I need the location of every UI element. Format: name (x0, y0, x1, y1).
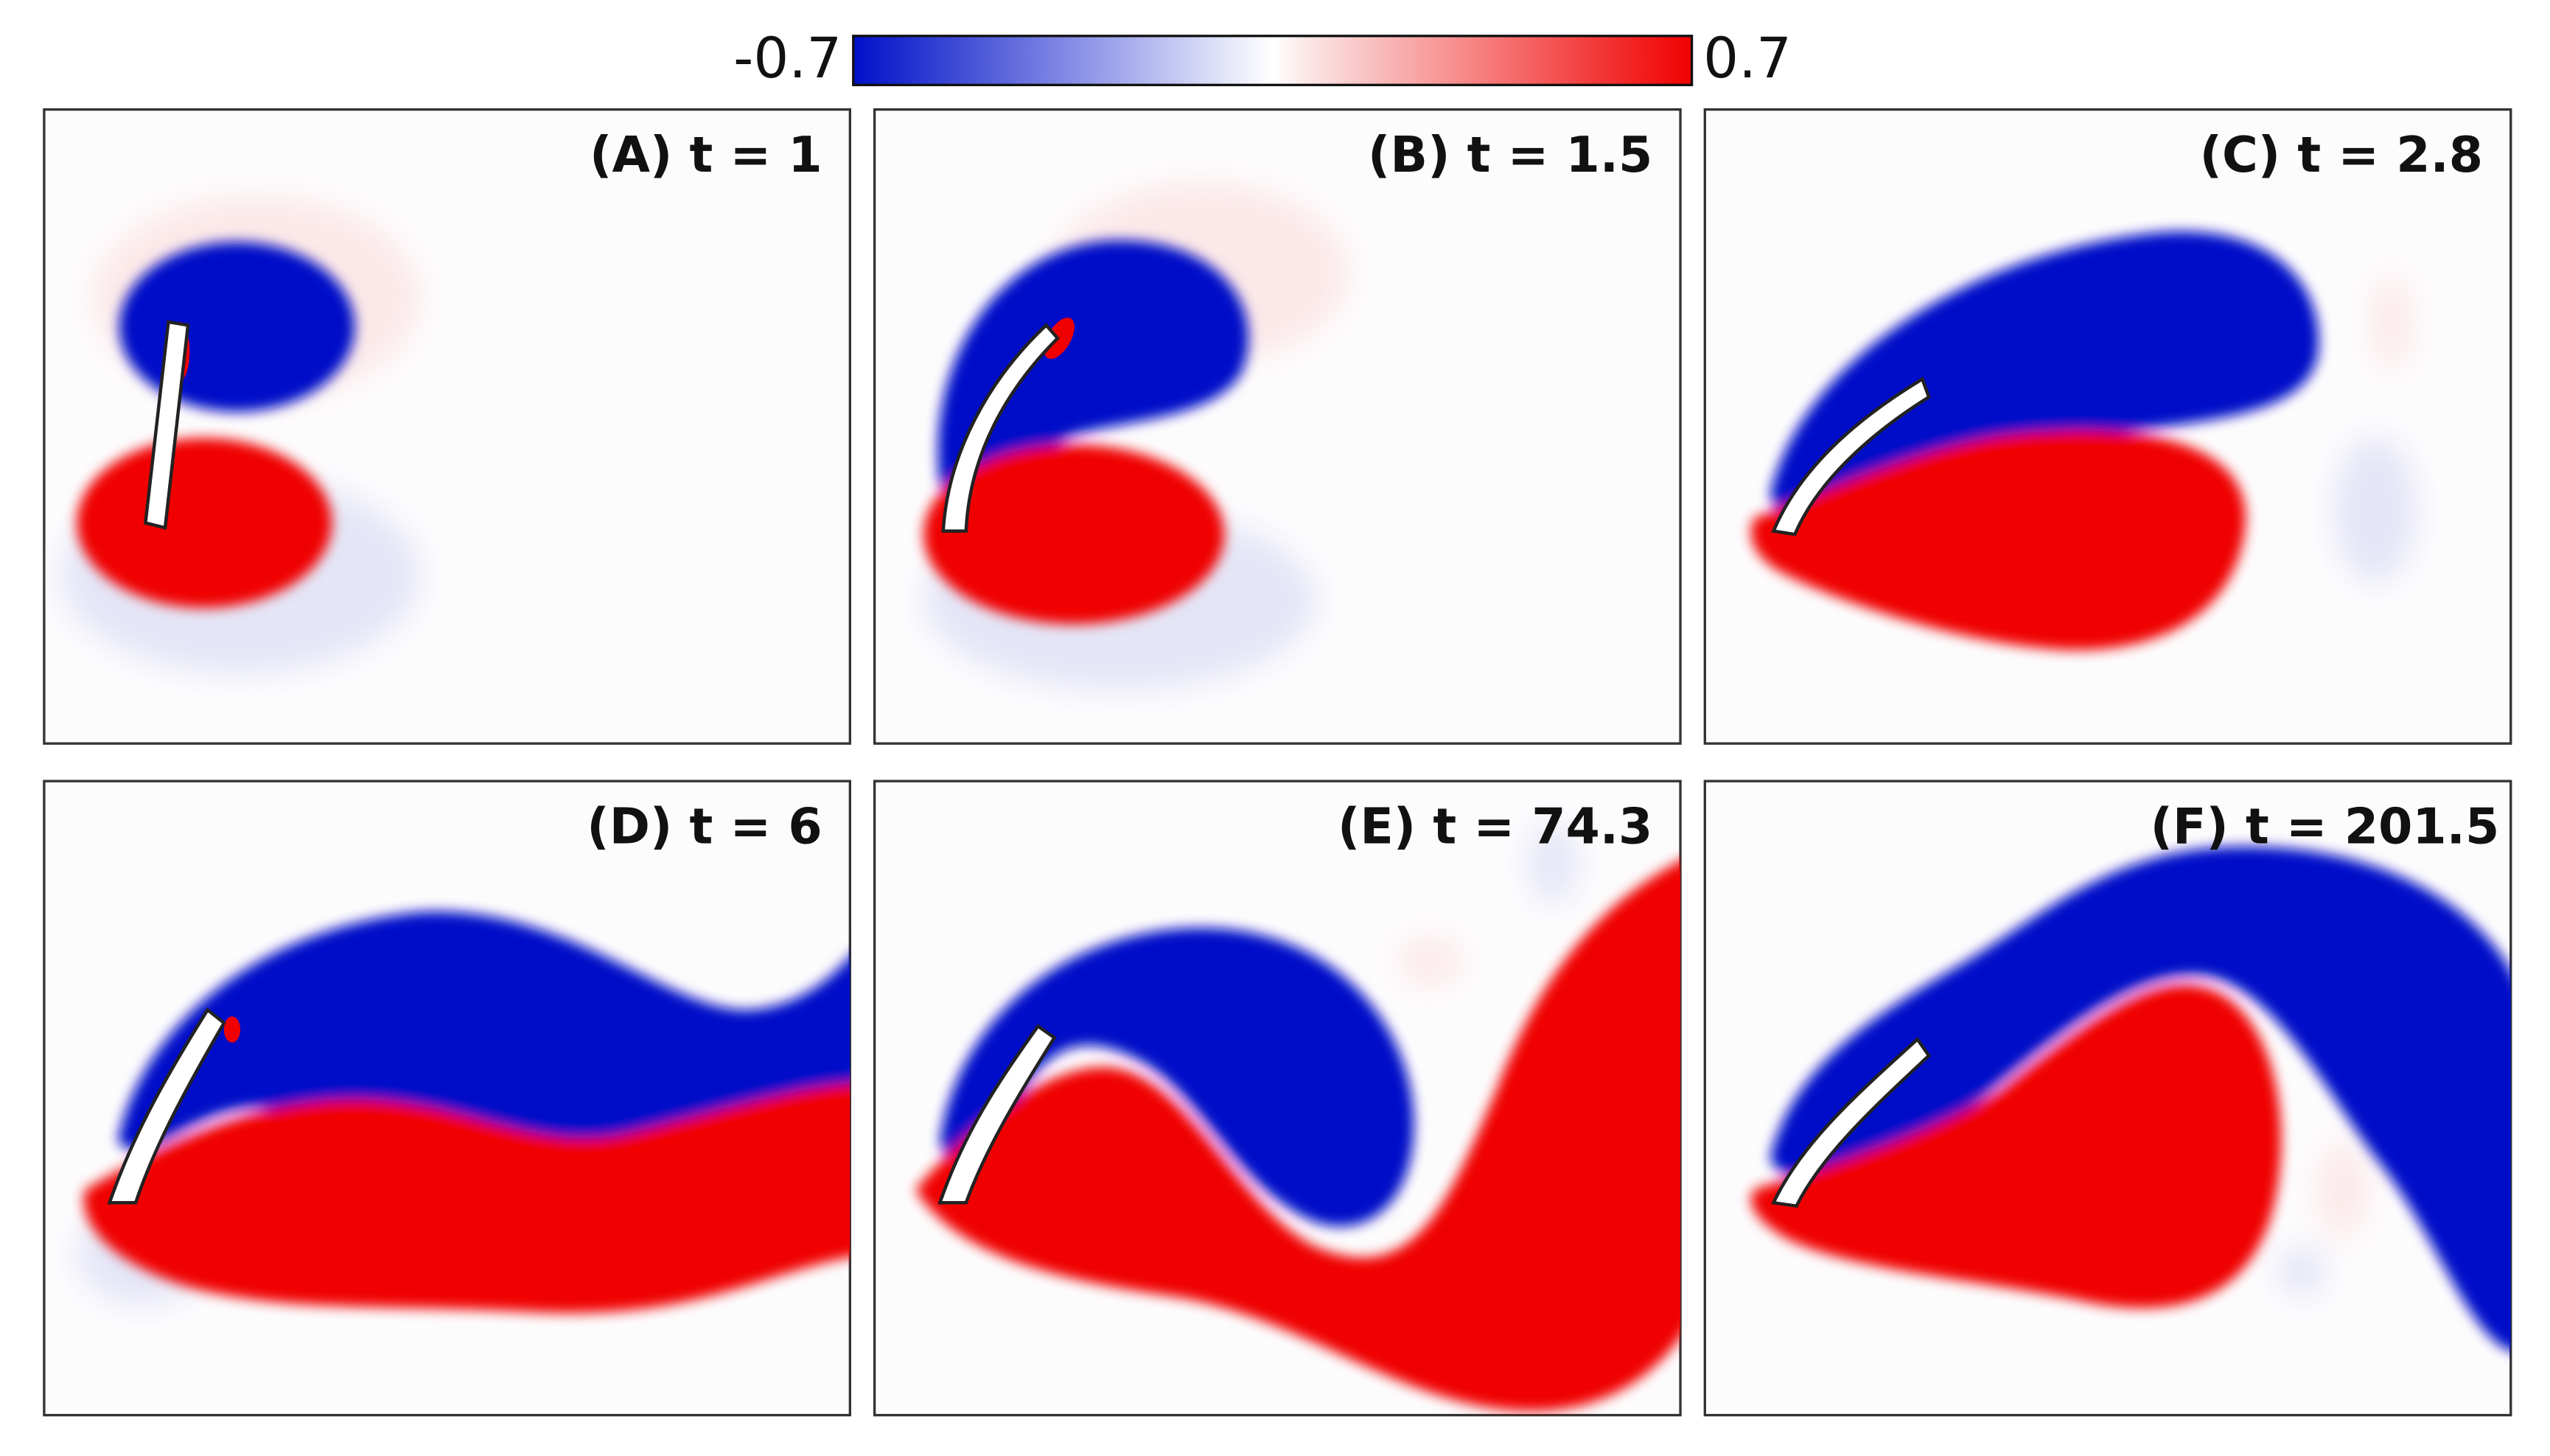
panel: (C) t = 2.8 (1703, 108, 2512, 745)
colorbar-min: -0.7 (733, 26, 842, 91)
panel-label: (A) t = 1 (590, 126, 822, 183)
panel: (D) t = 6 (43, 780, 851, 1417)
panel-label: (C) t = 2.8 (2200, 126, 2483, 183)
panel: (A) t = 1 (43, 108, 851, 745)
panel: (F) t = 201.5 (1703, 780, 2512, 1417)
colorbar-gradient (852, 35, 1694, 86)
panel-label: (D) t = 6 (587, 797, 822, 855)
panel-label: (E) t = 74.3 (1338, 797, 1652, 855)
panel-label: (F) t = 201.5 (2151, 797, 2500, 855)
panel-label: (B) t = 1.5 (1368, 126, 1652, 183)
colorbar: -0.7 0.7 (733, 26, 1792, 91)
panel: (B) t = 1.5 (873, 108, 1682, 745)
panel: (E) t = 74.3 (873, 780, 1682, 1417)
colorbar-max: 0.7 (1703, 26, 1792, 91)
